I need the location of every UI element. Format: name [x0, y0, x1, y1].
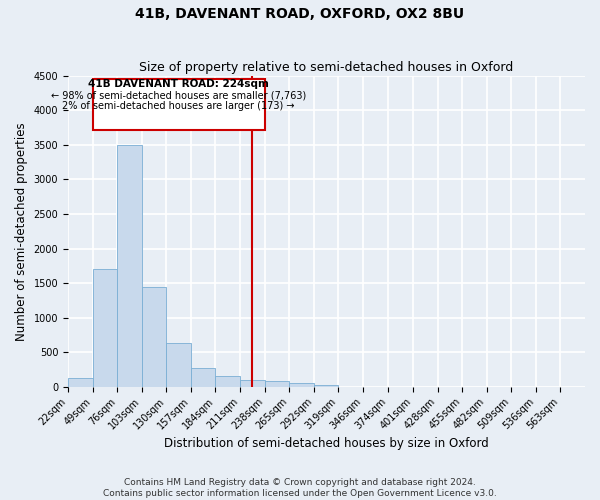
Bar: [117, 145, 142, 387]
Bar: [215, 376, 240, 387]
Bar: [240, 380, 265, 387]
Text: Contains HM Land Registry data © Crown copyright and database right 2024.
Contai: Contains HM Land Registry data © Crown c…: [103, 478, 497, 498]
Bar: [289, 384, 314, 387]
Bar: [191, 368, 215, 387]
Text: ← 98% of semi-detached houses are smaller (7,763): ← 98% of semi-detached houses are smalle…: [51, 90, 306, 101]
Text: 2% of semi-detached houses are larger (173) →: 2% of semi-detached houses are larger (1…: [62, 101, 295, 111]
Text: 41B, DAVENANT ROAD, OXFORD, OX2 8BU: 41B, DAVENANT ROAD, OXFORD, OX2 8BU: [136, 8, 464, 22]
Bar: [92, 270, 117, 387]
Bar: [92, 79, 265, 130]
Bar: [265, 382, 289, 387]
Text: 41B DAVENANT ROAD: 224sqm: 41B DAVENANT ROAD: 224sqm: [88, 79, 269, 89]
Bar: [314, 384, 338, 387]
Bar: [166, 343, 191, 387]
Bar: [142, 286, 166, 387]
X-axis label: Distribution of semi-detached houses by size in Oxford: Distribution of semi-detached houses by …: [164, 437, 489, 450]
Y-axis label: Number of semi-detached properties: Number of semi-detached properties: [15, 122, 28, 340]
Bar: [68, 378, 92, 387]
Title: Size of property relative to semi-detached houses in Oxford: Size of property relative to semi-detach…: [139, 62, 514, 74]
